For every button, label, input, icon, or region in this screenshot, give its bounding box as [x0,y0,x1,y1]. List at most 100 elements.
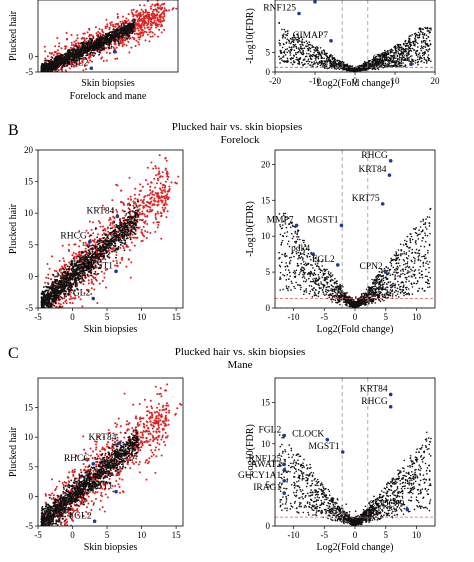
scatter-point-highlight [68,243,71,246]
volcano-point [298,48,300,51]
scatter-point-highlight [63,297,66,300]
scatter-point [92,42,95,44]
volcano-point [335,64,338,66]
volcano-point [417,46,419,48]
scatter-point-highlight [107,250,110,253]
volcano-point [338,60,341,62]
scatter-point-highlight [158,19,161,22]
scatter-point [43,69,46,72]
scatter-point-highlight [75,63,78,66]
scatter-point [47,73,49,75]
volcano-point [320,59,323,62]
volcano-point [334,58,337,61]
scatter-point-highlight [45,75,47,77]
volcano-point [381,56,384,58]
scatter-point [124,28,127,30]
volcano-point [424,40,427,42]
volcano-point [332,62,334,65]
volcano-point [326,63,328,65]
scatter-point-highlight [60,47,63,50]
volcano-point [395,50,397,52]
volcano-point [400,60,403,63]
scatter-point-highlight [116,210,119,213]
scatter-point-highlight [79,62,82,65]
volcano-point [292,43,295,46]
volcano-point [399,56,401,59]
scatter-point [114,38,117,41]
volcano-point [314,47,317,50]
scatter-point-highlight [50,75,52,77]
scatter-point-highlight [116,264,119,267]
scatter-point [52,274,55,276]
volcano-point [416,42,419,44]
scatter-point-highlight [68,261,71,264]
scatter-point [66,51,69,54]
scatter-point-highlight [112,46,115,49]
scatter-point [41,74,43,76]
volcano-point [351,65,354,67]
scatter-point [78,59,81,61]
scatter-point [79,42,82,45]
scatter-point-highlight [116,57,119,60]
x-axis-label: Skin biopsies [81,78,135,89]
scatter-point-highlight [163,15,166,18]
volcano-point [415,41,417,44]
scatter-point-highlight [65,299,68,302]
scatter-point-highlight [66,37,69,40]
volcano-point [319,47,322,49]
volcano-point [283,52,286,54]
volcano-point [321,57,323,59]
scatter-point-highlight [157,197,160,200]
volcano-point [423,39,426,42]
scatter-point-highlight [126,203,129,206]
scatter-point-highlight [150,21,153,24]
volcano-point [399,46,402,49]
scatter-point-highlight [85,229,88,232]
scatter-point-highlight [159,188,162,191]
scatter-point-highlight [148,40,151,43]
scatter-point-highlight [52,311,54,313]
scatter-point-highlight [164,157,167,160]
scatter-point [108,42,110,44]
volcano-point [420,49,423,52]
scatter-point-highlight [130,11,133,14]
scatter-point [94,42,97,45]
scatter-point-highlight [140,25,143,28]
volcano-point [410,58,413,60]
volcano-point [419,55,421,57]
volcano-point [393,52,396,54]
scatter-point [86,256,89,259]
scatter-point-highlight [157,223,160,226]
volcano-point [414,59,417,62]
scatter-point-highlight [154,216,157,219]
volcano-point [380,61,382,64]
volcano-point [409,60,412,63]
scatter-point-highlight [106,227,109,230]
scatter-point-highlight [64,65,67,68]
scatter-point-highlight [52,79,54,81]
scatter-point-highlight [160,31,163,34]
scatter-point-highlight [160,3,163,6]
scatter-point [122,23,125,25]
scatter-point [42,80,44,82]
volcano-point [377,68,380,71]
scatter-point-highlight [145,21,148,24]
volcano-point [392,54,395,57]
volcano-point [286,59,289,62]
volcano-point [389,52,392,54]
scatter-point-highlight [103,276,106,279]
scatter-point-highlight [89,59,92,62]
scatter-point-highlight [60,317,62,319]
scatter-point-highlight [121,41,124,44]
scatter-point-highlight [139,189,142,192]
scatter-point-highlight [156,6,159,9]
scatter-point-highlight [102,31,105,34]
scatter-point-highlight [154,213,157,216]
scatter-point [106,33,109,35]
scatter-point-highlight [166,210,169,213]
scatter-point-highlight [161,6,164,9]
scatter-point-highlight [47,73,49,75]
scatter-point-highlight [127,207,130,210]
scatter-point [117,37,120,40]
scatter-point-highlight [156,226,159,229]
